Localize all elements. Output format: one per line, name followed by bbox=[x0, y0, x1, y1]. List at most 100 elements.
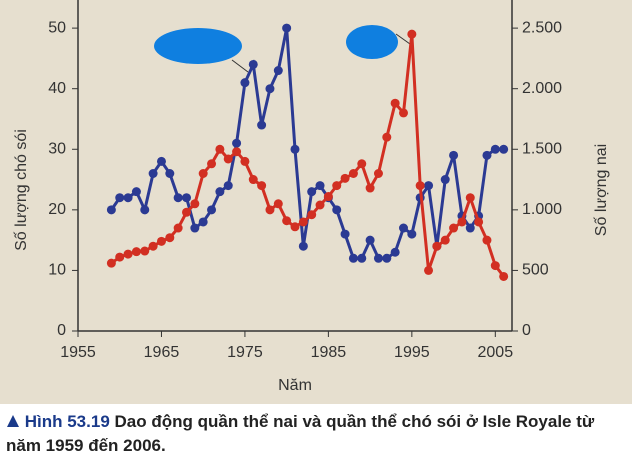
data-point bbox=[390, 98, 400, 108]
data-point bbox=[223, 181, 233, 191]
data-point bbox=[282, 216, 292, 226]
data-point bbox=[106, 205, 116, 215]
data-point bbox=[232, 138, 242, 148]
y-tick-label: 10 bbox=[48, 262, 66, 279]
y2-tick-label: 0 bbox=[522, 322, 531, 339]
data-point bbox=[482, 150, 492, 160]
data-point bbox=[140, 246, 150, 256]
y-axis-label: Số lượng chó sói bbox=[13, 129, 30, 251]
data-point bbox=[248, 59, 258, 69]
data-point bbox=[323, 192, 333, 202]
data-point bbox=[165, 169, 175, 178]
data-point bbox=[457, 217, 467, 227]
data-point bbox=[190, 223, 200, 233]
data-point bbox=[156, 156, 166, 166]
data-point bbox=[182, 207, 191, 217]
y2-tick-label: 1.500 bbox=[522, 140, 562, 157]
data-point bbox=[499, 144, 509, 154]
data-point bbox=[290, 222, 300, 232]
data-point bbox=[148, 169, 158, 178]
data-point bbox=[257, 181, 267, 191]
data-point bbox=[173, 193, 183, 203]
cover-ellipse bbox=[154, 28, 242, 64]
y2-tick-label: 2.500 bbox=[522, 19, 562, 36]
data-point bbox=[315, 181, 325, 191]
chart: Năm Số lượng chó sói Số lượng nai 1955 19… bbox=[0, 0, 632, 404]
data-point bbox=[482, 235, 492, 245]
x-axis-label: Năm bbox=[278, 377, 312, 394]
data-point bbox=[440, 235, 450, 245]
data-point bbox=[123, 193, 133, 203]
y2-tick-label: 2.000 bbox=[522, 80, 562, 97]
data-point bbox=[499, 271, 509, 281]
data-point bbox=[449, 223, 459, 233]
x-tick-label: 1985 bbox=[311, 344, 347, 361]
data-point bbox=[248, 175, 258, 185]
y2-tick-label: 1.000 bbox=[522, 201, 562, 218]
data-point bbox=[474, 217, 484, 227]
data-point bbox=[257, 120, 267, 130]
data-point bbox=[307, 187, 317, 197]
data-point bbox=[373, 253, 383, 263]
x-tick-label: 1995 bbox=[394, 344, 430, 361]
data-point bbox=[273, 199, 283, 209]
data-point bbox=[373, 169, 383, 178]
data-point bbox=[198, 169, 208, 178]
data-point bbox=[399, 108, 408, 118]
data-point bbox=[282, 23, 292, 33]
data-point bbox=[123, 249, 133, 259]
caption-label: Hình 53.19 bbox=[24, 412, 110, 431]
data-point bbox=[173, 223, 183, 233]
data-point bbox=[215, 187, 225, 197]
data-point bbox=[165, 233, 175, 243]
caption-text: Dao động quần thể nai và quần thể chó só… bbox=[6, 412, 595, 455]
data-point bbox=[348, 253, 358, 263]
data-point bbox=[148, 241, 158, 251]
data-point bbox=[115, 252, 125, 262]
data-point bbox=[490, 144, 500, 154]
y-tick-label: 30 bbox=[48, 140, 66, 157]
data-point bbox=[315, 200, 325, 210]
data-point bbox=[265, 84, 275, 94]
y2-tick-label: 500 bbox=[522, 262, 549, 279]
data-point bbox=[223, 154, 233, 164]
pointer-line bbox=[231, 59, 249, 73]
data-point bbox=[382, 253, 392, 263]
data-point bbox=[465, 223, 475, 233]
data-point bbox=[240, 156, 250, 166]
caption: Hình 53.19 Dao động quần thể nai và quần… bbox=[6, 410, 626, 458]
caption-marker bbox=[7, 415, 19, 427]
x-tick-label: 1965 bbox=[144, 344, 180, 361]
data-point bbox=[215, 144, 225, 154]
y-tick-label: 50 bbox=[48, 19, 66, 36]
data-point bbox=[182, 193, 191, 203]
data-point bbox=[407, 229, 417, 239]
x-tick-label: 2005 bbox=[478, 344, 514, 361]
data-point bbox=[424, 181, 434, 191]
y-tick-label: 40 bbox=[48, 80, 66, 97]
data-point bbox=[465, 193, 475, 203]
data-point bbox=[106, 258, 116, 268]
data-point bbox=[156, 236, 166, 246]
y-tick-label: 0 bbox=[57, 322, 66, 339]
data-point bbox=[131, 247, 141, 257]
data-point bbox=[232, 147, 242, 157]
y2-axis-label: Số lượng nai bbox=[593, 144, 610, 236]
pointer-line bbox=[395, 33, 411, 45]
data-point bbox=[131, 187, 141, 197]
data-point bbox=[407, 29, 417, 39]
data-point bbox=[240, 78, 250, 88]
data-point bbox=[390, 247, 400, 257]
data-point bbox=[432, 241, 442, 251]
data-point bbox=[357, 159, 367, 169]
data-point bbox=[340, 173, 350, 183]
data-point bbox=[365, 183, 375, 193]
data-point bbox=[190, 199, 200, 209]
data-point bbox=[273, 66, 283, 76]
data-point bbox=[290, 144, 300, 154]
data-point bbox=[307, 210, 317, 220]
y-tick-label: 20 bbox=[48, 201, 66, 218]
data-point bbox=[207, 205, 217, 215]
data-point bbox=[440, 175, 450, 185]
